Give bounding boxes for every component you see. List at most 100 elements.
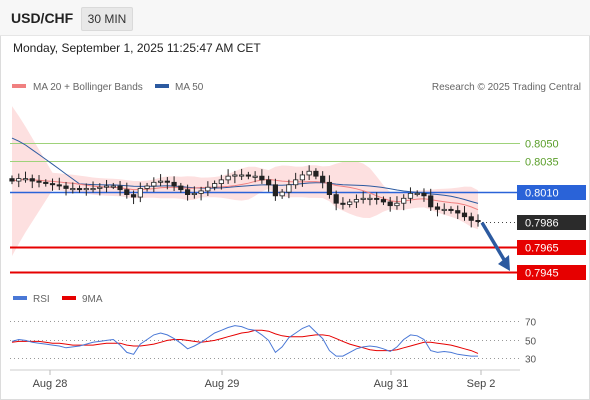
rsi-tick-label: 50	[525, 337, 537, 348]
level-label-bg-pivot	[517, 185, 586, 200]
projection-arrow	[480, 221, 510, 271]
candle-body	[468, 216, 474, 221]
candle-body	[380, 199, 387, 203]
candle-body	[475, 219, 481, 223]
candle-body	[218, 179, 224, 184]
candle-body	[448, 208, 454, 211]
candle-body	[455, 210, 461, 214]
candle-body	[353, 199, 360, 203]
price-level-labels: 0.8050 0.8035 0.8010 0.7986 0.7965 0.7945	[517, 139, 586, 280]
candle-body	[191, 192, 197, 196]
candle-body	[266, 179, 272, 186]
candle-body	[225, 175, 231, 181]
candle-body	[239, 174, 245, 177]
rsi-legend-swatch	[13, 296, 27, 300]
candle-body	[205, 186, 211, 192]
candle-body	[299, 174, 306, 181]
rsi-ma-legend-label: 9MA	[82, 294, 103, 305]
candle-body	[144, 185, 150, 189]
candle-body	[184, 189, 191, 196]
x-tick-label: Aug 31	[374, 378, 409, 390]
candle-body	[374, 197, 380, 200]
level-label-resistance: 0.8050	[525, 139, 559, 151]
candle-body	[360, 197, 366, 200]
candle-body	[164, 180, 170, 183]
candle-body	[83, 188, 89, 191]
legend: MA 20 + Bollinger Bands MA 50 Research ©…	[12, 82, 581, 93]
level-label-support: 0.7965	[525, 243, 559, 255]
candle-body	[333, 194, 339, 204]
candle-body	[29, 178, 35, 182]
rsi-legend-label: RSI	[33, 294, 50, 305]
candle-body	[347, 201, 353, 205]
ma20-legend-swatch	[12, 84, 26, 88]
candle-body	[90, 188, 96, 191]
rsi-tick-label: 30	[525, 355, 537, 366]
candle-body	[198, 190, 204, 194]
candle-body	[414, 192, 420, 195]
candle-body	[428, 195, 434, 208]
candle-body	[367, 197, 373, 200]
rsi-tick-label: 70	[525, 318, 537, 329]
candle-body	[56, 184, 62, 187]
candle-body	[306, 170, 312, 176]
rsi-line	[11, 325, 478, 357]
level-label-support: 0.7945	[525, 268, 559, 280]
candle-body	[157, 180, 164, 183]
candle-body	[103, 185, 110, 188]
level-label-resistance: 0.8035	[525, 157, 559, 169]
level-label-pivot: 0.8010	[525, 188, 559, 200]
candle-body	[326, 181, 333, 195]
x-tick-label: Aug 28	[33, 378, 68, 390]
candle-body	[151, 181, 157, 187]
rsi-lines	[11, 325, 479, 357]
price-levels	[10, 143, 520, 274]
bollinger-band-area	[12, 106, 478, 256]
level-label-bg-support	[517, 265, 586, 280]
ma20-legend-label: MA 20 + Bollinger Bands	[33, 82, 143, 93]
candlesticks	[9, 165, 481, 228]
candle-body	[16, 178, 22, 182]
candle-body	[461, 212, 468, 218]
candle-body	[401, 197, 407, 204]
rsi-ma-legend-swatch	[62, 296, 76, 300]
candle-body	[293, 179, 299, 186]
candle-body	[313, 170, 319, 177]
candle-body	[22, 178, 29, 181]
ma50-line	[11, 137, 479, 204]
candle-body	[259, 175, 265, 181]
ma50-legend-swatch	[155, 84, 169, 88]
candle-body	[9, 178, 15, 182]
candle-body	[70, 188, 76, 191]
candle-body	[49, 183, 56, 186]
moving-averages	[11, 137, 479, 211]
candle-body	[36, 180, 42, 183]
candle-body	[178, 185, 184, 191]
candle-body	[63, 185, 69, 189]
candle-body	[434, 206, 441, 210]
candle-body	[407, 192, 414, 199]
level-label-bg-last	[517, 215, 586, 230]
candle-body	[212, 183, 218, 188]
candle-body	[97, 186, 103, 189]
x-tick-label: Aug 29	[205, 378, 240, 390]
candle-body	[110, 185, 116, 188]
candle-body	[421, 192, 427, 197]
candle-body	[387, 201, 393, 207]
projection-arrow-line	[480, 221, 508, 264]
candle-body	[137, 188, 143, 198]
chart-datetime: Monday, September 1, 2025 11:25:47 AM CE…	[13, 41, 261, 55]
candle-body	[130, 194, 137, 198]
x-tick-label: Sep 2	[467, 378, 496, 390]
x-axis: Aug 28 Aug 29 Aug 31 Sep 2	[33, 370, 496, 390]
candle-body	[117, 185, 123, 191]
candle-body	[232, 174, 238, 177]
level-label-last: 0.7986	[525, 218, 559, 230]
candle-body	[441, 208, 447, 211]
ma20-line	[11, 178, 479, 211]
chart-header: USD/CHF 30 MIN	[0, 0, 590, 36]
candle-body	[279, 191, 285, 197]
timeframe-tab[interactable]: 30 MIN	[81, 7, 133, 31]
candle-body	[124, 189, 130, 196]
